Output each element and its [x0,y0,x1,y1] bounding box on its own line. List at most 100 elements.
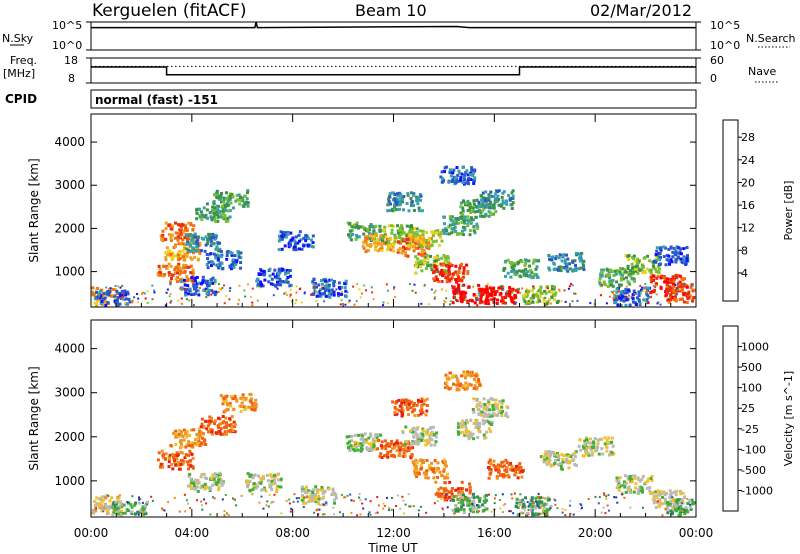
data-cell [451,508,455,512]
data-cell [676,289,680,293]
data-cell [468,233,472,237]
data-cell [209,244,213,248]
data-cell [254,398,258,402]
data-cell [223,426,227,429]
data-cell [255,279,259,283]
data-cell [524,302,528,306]
data-cell [496,403,500,407]
data-cell [505,202,509,206]
data-cell [360,292,363,295]
data-cell [419,252,423,256]
data-cell [221,212,225,216]
data-cell [443,299,446,302]
data-cell [205,208,209,212]
data-cell [118,294,122,298]
data-cell [522,269,526,273]
data-cell [586,451,590,455]
data-cell [183,246,187,250]
data-cell [372,229,376,233]
data-cell [421,229,425,233]
data-cell [534,267,538,271]
data-cell [522,500,526,504]
data-cell [116,303,120,307]
data-cell [620,297,623,300]
data-cell [365,440,369,444]
data-cell [118,500,122,504]
data-cell [320,485,324,489]
data-cell [527,274,531,278]
data-cell [507,463,511,467]
data-cell [142,512,146,516]
data-cell [545,302,549,306]
data-cell [223,284,225,287]
data-cell [189,481,193,485]
data-cell [676,255,680,259]
data-cell [691,502,694,506]
data-cell [225,512,228,515]
data-cell [420,240,424,244]
data-cell [452,168,456,172]
data-cell [168,223,172,227]
data-cell [445,276,449,280]
data-cell [587,441,591,445]
data-cell [228,298,231,301]
data-cell [279,477,283,481]
data-cell [170,299,173,302]
data-cell [479,294,483,298]
data-cell [440,180,444,184]
data-cell [296,241,300,245]
data-cell [654,285,657,288]
data-cell [183,433,187,437]
data-cell [288,284,292,288]
data-cell [395,407,399,411]
data-cell [353,433,357,437]
data-cell [485,205,489,209]
data-cell [466,270,470,274]
data-cell [249,296,252,298]
data-cell [365,289,367,292]
data-cell [510,196,514,200]
data-cell [417,206,421,210]
data-cell [289,238,293,242]
data-cell [520,269,524,273]
data-cell [212,496,214,499]
data-cell [424,256,428,260]
data-cell [245,479,249,483]
data-cell [628,488,631,492]
data-cell [427,464,431,468]
data-cell [105,292,109,296]
data-cell [259,283,263,287]
data-cell [500,195,504,199]
data-cell [351,233,355,236]
data-cell [600,447,604,451]
data-cell [548,451,552,455]
data-cell [239,405,243,408]
data-cell [554,293,557,296]
data-cell [169,236,173,240]
data-cell [374,512,377,515]
data-cell [540,506,543,508]
data-cell [163,273,167,276]
data-cell [262,273,266,277]
data-cell [176,269,180,273]
data-cell [317,283,321,287]
data-cell [542,301,546,305]
data-cell [246,191,249,195]
data-cell [97,503,101,507]
data-cell [474,421,478,425]
data-cell [486,290,489,294]
data-cell [488,195,492,199]
data-cell [455,377,459,381]
data-cell [404,398,408,402]
data-cell [419,265,423,268]
data-cell [530,499,534,503]
data-cell [554,291,558,295]
data-cell [404,425,408,429]
data-cell [508,510,511,513]
data-cell [379,234,383,238]
data-cell [211,232,215,236]
data-cell [644,286,647,289]
data-cell [309,498,313,502]
data-cell [371,291,374,294]
data-cell [365,235,369,239]
